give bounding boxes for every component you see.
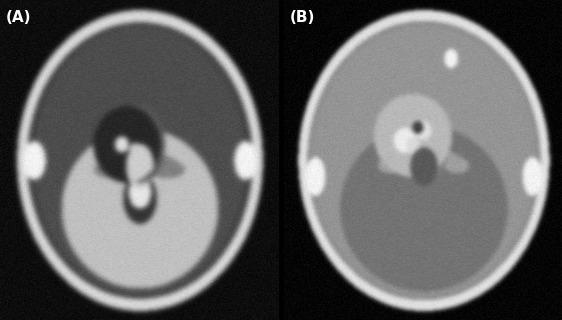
Text: (B): (B) [289, 10, 315, 25]
Text: (A): (A) [6, 10, 31, 25]
